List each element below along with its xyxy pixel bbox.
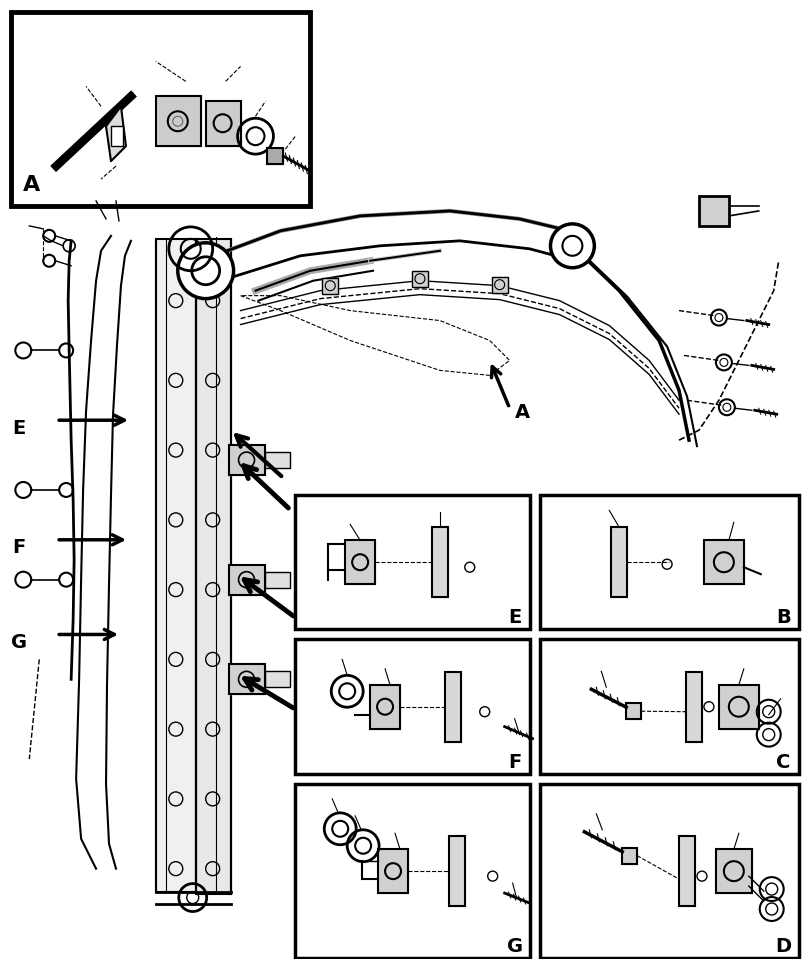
Bar [156,239,196,892]
Bar [492,277,508,293]
Text: F: F [13,538,26,557]
Polygon shape [699,196,729,226]
Bar [539,639,799,774]
Polygon shape [196,239,230,892]
Text: A: A [514,404,530,422]
Bar [266,672,291,687]
Polygon shape [412,271,428,286]
Bar [412,271,428,286]
Polygon shape [266,452,291,468]
Polygon shape [229,664,266,694]
Bar [156,96,200,146]
Polygon shape [716,850,752,893]
Circle shape [178,243,233,299]
Bar [622,848,638,864]
Bar [719,685,759,728]
Bar [716,850,752,893]
Polygon shape [156,96,200,146]
Polygon shape [345,540,375,584]
Polygon shape [156,239,196,892]
Bar [206,101,241,146]
Bar [445,672,460,742]
Text: B: B [776,608,791,627]
Polygon shape [267,148,283,164]
Text: G: G [506,937,522,956]
Polygon shape [370,685,400,728]
Polygon shape [686,672,702,742]
Circle shape [551,224,594,268]
Text: D: D [303,704,320,724]
Bar [704,540,744,584]
Polygon shape [492,277,508,293]
Bar [266,572,291,587]
Bar [539,495,799,629]
Bar [229,664,266,694]
Bar [626,703,641,719]
Text: C: C [303,612,318,631]
Text: B: B [299,505,313,524]
Polygon shape [266,572,291,587]
Bar [699,196,729,226]
Bar [611,528,627,597]
Bar [539,784,799,958]
Text: G: G [11,633,27,652]
Polygon shape [206,101,241,146]
Bar [378,850,408,893]
Polygon shape [106,107,126,161]
Bar [111,126,123,146]
Text: F: F [508,752,521,772]
Polygon shape [378,850,408,893]
Polygon shape [626,703,641,719]
Text: C: C [777,752,791,772]
Text: D: D [776,937,792,956]
Bar [295,639,530,774]
Bar [295,495,530,629]
Bar [679,836,695,906]
Polygon shape [229,565,266,595]
Bar [322,278,338,294]
Polygon shape [449,836,464,906]
Polygon shape [622,848,638,864]
Bar [295,784,530,958]
Polygon shape [229,445,266,475]
Text: A: A [23,175,40,195]
Bar [11,12,310,206]
Bar [686,672,702,742]
Polygon shape [611,528,627,597]
Bar [370,685,400,728]
Polygon shape [266,672,291,687]
Bar [196,239,230,894]
Polygon shape [322,278,338,294]
Bar [267,148,283,164]
Bar [345,540,375,584]
Polygon shape [719,685,759,728]
Polygon shape [679,836,695,906]
Bar [432,528,448,597]
Text: E: E [13,419,26,437]
Polygon shape [432,528,448,597]
Bar [449,836,464,906]
Bar [229,565,266,595]
Polygon shape [445,672,460,742]
Bar [229,445,266,475]
Polygon shape [704,540,744,584]
Bar [266,452,291,468]
Text: E: E [508,608,521,627]
